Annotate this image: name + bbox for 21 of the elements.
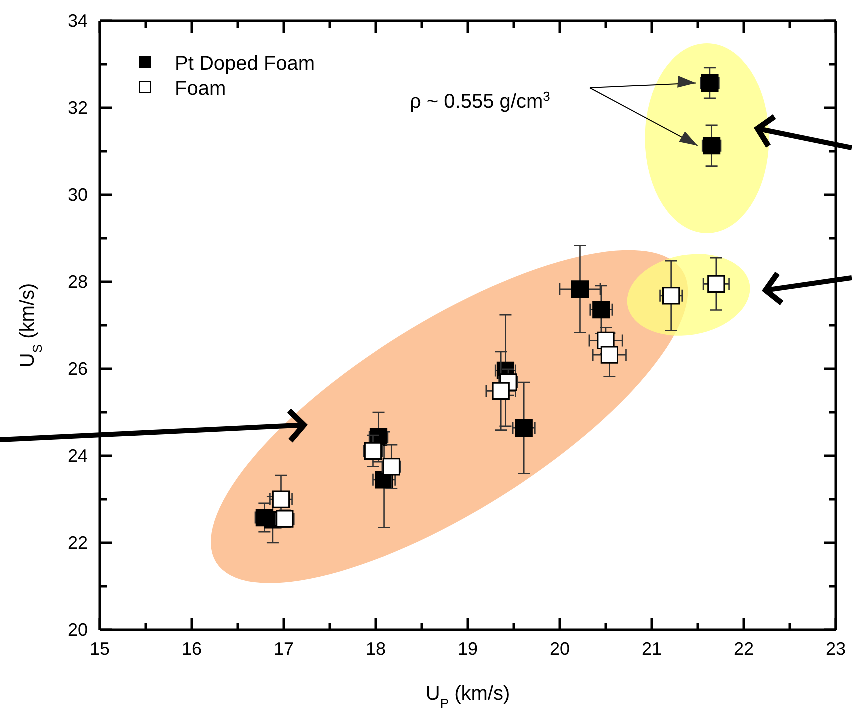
y-tick-label: 34 [68,10,88,31]
x-tick-label: 17 [274,638,294,659]
x-tick-label: 15 [90,638,110,659]
x-tick-label: 20 [550,638,570,659]
y-tick-label: 26 [68,358,88,379]
x-tick-label: 23 [826,638,846,659]
y-tick-label: 20 [68,620,88,640]
x-tick-label: 16 [182,638,202,659]
legend-label: Pt Doped Foam [175,53,316,75]
x-tick-label: 21 [642,638,662,659]
x-axis-title: U$_{P}$ (km/s) [426,683,510,710]
x-tick-label: 18 [366,638,386,659]
legend-label: Foam [175,78,226,100]
y-tick-label: 22 [68,532,88,553]
y-tick-label: 24 [68,446,88,466]
y-tick-label: 32 [68,98,88,118]
annotation: ρ ~ 0.555 g/cm$^{3}$ [410,88,550,113]
y-tick-label: 28 [68,272,88,292]
x-tick-label: 22 [734,638,754,659]
y-tick-label: 30 [68,184,88,205]
x-tick-label: 19 [458,638,478,659]
